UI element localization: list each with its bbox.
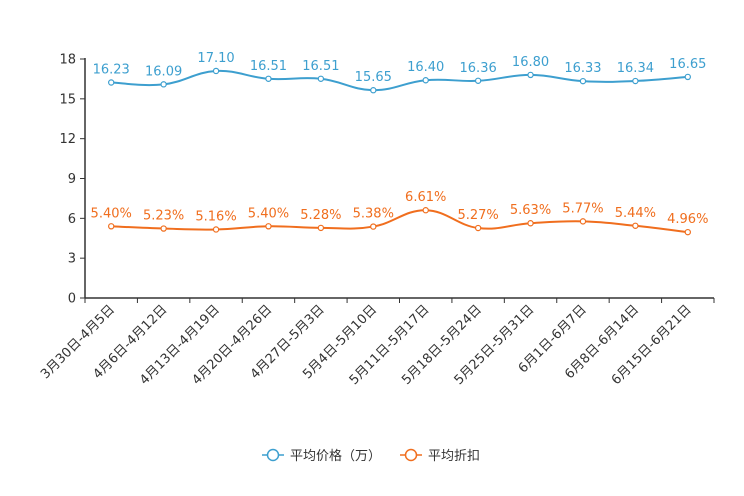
data-point — [684, 228, 691, 236]
data-label: 5.40% — [248, 206, 289, 221]
legend: 平均价格（万） 平均折扣 — [262, 448, 480, 464]
data-label: 6.61% — [405, 190, 446, 205]
legend-label-1: 平均价格（万） — [290, 448, 381, 464]
data-point — [317, 75, 325, 82]
data-label: 16.34 — [617, 61, 654, 76]
y-tick-label: 15 — [59, 92, 76, 107]
data-point — [265, 75, 272, 82]
data-point — [108, 79, 115, 86]
data-point — [212, 226, 220, 233]
data-label: 16.09 — [145, 64, 182, 79]
data-label: 16.40 — [407, 60, 444, 75]
data-label: 5.38% — [353, 207, 394, 222]
y-tick-label: 3 — [68, 252, 76, 267]
y-tick-label: 18 — [59, 53, 76, 68]
data-point — [212, 67, 220, 75]
data-label: 5.28% — [300, 208, 341, 223]
data-point — [422, 207, 429, 214]
y-tick-label: 6 — [68, 212, 76, 227]
data-label: 5.16% — [195, 209, 236, 224]
data-label: 5.23% — [143, 209, 184, 224]
data-label: 16.51 — [302, 59, 339, 74]
legend-label-2: 平均折扣 — [428, 449, 480, 464]
data-label: 16.36 — [460, 61, 497, 76]
data-point — [108, 223, 115, 230]
data-label: 17.10 — [197, 51, 234, 66]
data-label: 15.65 — [355, 70, 392, 85]
data-point — [474, 224, 482, 232]
data-labels: 16.23 16.09 17.10 16.51 16.51 15.65 16.40 16.36… — [91, 51, 709, 227]
data-point — [579, 218, 587, 225]
data-label: 5.77% — [562, 201, 603, 216]
data-label: 16.51 — [250, 59, 287, 74]
data-label: 16.33 — [564, 61, 601, 76]
data-point — [632, 77, 639, 85]
series-line-1 — [111, 69, 688, 92]
data-point — [684, 73, 691, 81]
data-label: 5.63% — [510, 203, 551, 218]
y-tick-label: 0 — [68, 292, 76, 307]
data-point — [422, 77, 429, 84]
legend-marker-2 — [404, 448, 418, 462]
data-point — [370, 87, 377, 94]
data-point — [632, 222, 639, 229]
data-label: 16.65 — [669, 57, 706, 72]
y-tick-label: 9 — [68, 172, 76, 187]
data-label: 5.44% — [615, 206, 656, 221]
data-point — [370, 223, 377, 230]
y-tick-label: 12 — [59, 132, 76, 147]
data-point — [579, 77, 587, 85]
data-point — [527, 220, 534, 227]
data-label: 16.80 — [512, 55, 549, 70]
data-point — [317, 224, 325, 232]
data-point — [160, 81, 167, 88]
data-label: 16.23 — [93, 63, 130, 78]
data-point — [474, 77, 482, 84]
data-label: 5.27% — [457, 208, 498, 223]
legend-marker-1 — [266, 448, 280, 462]
data-label: 4.96% — [667, 212, 708, 227]
data-point — [527, 71, 534, 79]
data-point — [265, 223, 272, 230]
series-line-2 — [111, 209, 688, 234]
data-label: 5.40% — [91, 206, 132, 221]
series-layer — [108, 67, 691, 236]
data-point — [160, 225, 167, 232]
